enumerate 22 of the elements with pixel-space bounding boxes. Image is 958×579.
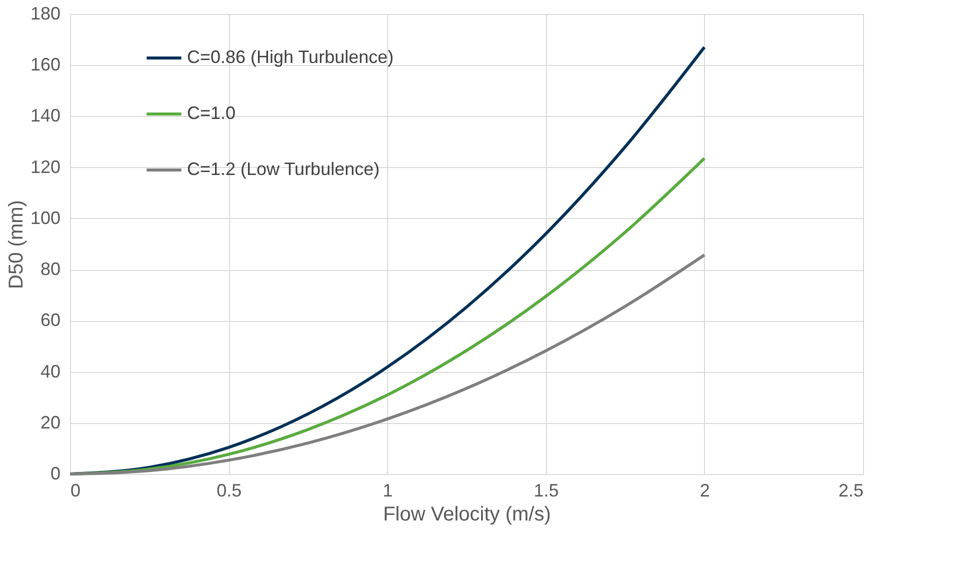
y-tick-label: 140: [30, 106, 60, 126]
y-tick-label: 60: [40, 310, 60, 330]
y-tick-label: 180: [30, 4, 60, 24]
y-tick-label: 80: [40, 259, 60, 280]
x-tick-label: 0: [70, 480, 81, 500]
x-tick-label: 1.5: [534, 480, 559, 500]
x-tick-label: 0.5: [216, 480, 242, 500]
legend-label: C=1.0: [187, 103, 236, 123]
y-tick-label: 160: [30, 54, 60, 75]
y-tick-label: 0: [50, 464, 60, 484]
legend-label: C=0.86 (High Turbulence): [187, 47, 394, 67]
x-axis-title: Flow Velocity (m/s): [383, 504, 551, 526]
x-tick-label: 2: [700, 480, 710, 500]
y-axis-title: D50 (mm): [5, 200, 28, 289]
legend-label: C=1.2 (Low Turbulence): [187, 159, 380, 179]
x-tick-label: 1: [382, 480, 393, 500]
y-tick-label: 100: [30, 208, 60, 228]
y-tick-label: 20: [40, 412, 60, 432]
x-tick-label: 2.5: [838, 480, 864, 500]
line-series: [68, 253, 706, 476]
y-tick-label: 120: [30, 156, 60, 177]
y-tick-label: 40: [40, 361, 60, 382]
